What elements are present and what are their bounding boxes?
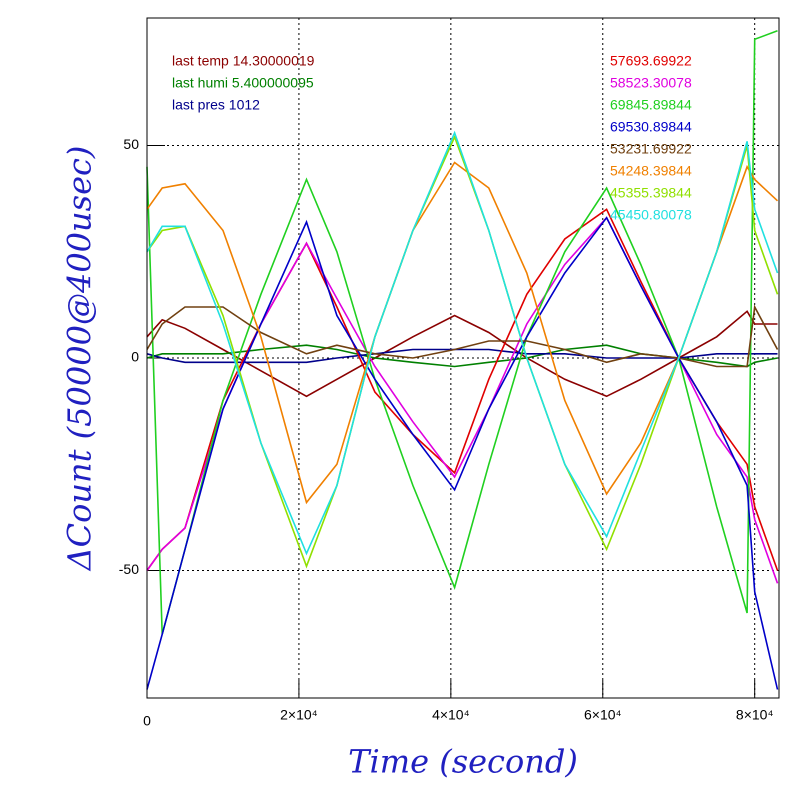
legend-entry: 69530.89844 [610,119,692,135]
x-tick-label: 0 [143,713,151,729]
x-tick-label: 4×10⁴ [432,707,470,723]
legend-entry: last humi 5.400000095 [172,75,314,91]
series-line [146,130,779,556]
legend-entry: last temp 14.30000019 [172,53,315,69]
y-axis-title: ΔCount (50000@400usec) [61,146,99,573]
series-line [146,348,778,364]
y-tick-label: 0 [131,349,139,365]
legend-entry: 53231.69922 [610,141,692,157]
x-tick-label: 6×10⁴ [584,707,622,723]
x-tick-label: 8×10⁴ [736,707,774,723]
plot-frame [146,17,780,699]
legend-entry: last pres 1012 [172,97,260,113]
series-line [146,30,778,635]
legend-entry: 45355.39844 [610,185,692,201]
legend-entry: 45450.80078 [610,207,692,223]
legend-entry: 58523.30078 [610,75,692,91]
x-tick-label: 2×10⁴ [280,707,318,723]
series-line [146,304,779,368]
legend-entry: 69845.89844 [610,97,692,113]
y-tick-label: 50 [123,136,139,152]
legend-entry: 54248.39844 [610,163,692,179]
series-line [146,344,778,368]
series-line [146,216,779,690]
legend-entry: 57693.69922 [610,53,692,69]
y-tick-label: -50 [119,561,139,577]
x-axis-title: Time (second) [348,743,578,781]
